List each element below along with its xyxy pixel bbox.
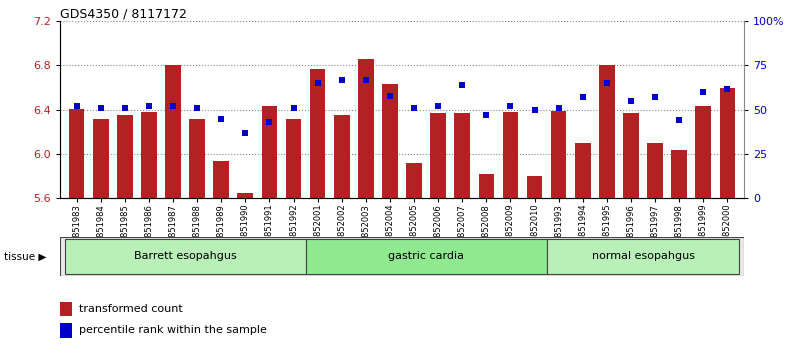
Bar bbox=[455, 113, 470, 198]
Bar bbox=[575, 143, 591, 198]
Point bbox=[287, 105, 300, 111]
Bar bbox=[189, 119, 205, 198]
Point bbox=[70, 103, 83, 109]
Bar bbox=[141, 112, 157, 198]
Bar bbox=[93, 119, 108, 198]
Bar bbox=[696, 107, 711, 198]
Point bbox=[721, 86, 734, 91]
Bar bbox=[478, 174, 494, 198]
Point bbox=[142, 103, 155, 109]
Point bbox=[215, 116, 228, 121]
Bar bbox=[671, 149, 687, 198]
Text: gastric cardia: gastric cardia bbox=[388, 251, 464, 261]
Bar bbox=[310, 69, 326, 198]
Point bbox=[263, 119, 275, 125]
Text: Barrett esopahgus: Barrett esopahgus bbox=[134, 251, 236, 261]
Text: GDS4350 / 8117172: GDS4350 / 8117172 bbox=[60, 7, 186, 20]
Bar bbox=[286, 119, 302, 198]
Point bbox=[673, 118, 685, 123]
Point bbox=[311, 80, 324, 86]
Point bbox=[456, 82, 469, 88]
Bar bbox=[306, 239, 547, 274]
Bar bbox=[117, 115, 133, 198]
Bar bbox=[237, 193, 253, 198]
Bar bbox=[64, 239, 306, 274]
Bar bbox=[623, 113, 639, 198]
Text: tissue ▶: tissue ▶ bbox=[4, 252, 46, 262]
Point bbox=[600, 80, 613, 86]
Bar bbox=[551, 111, 567, 198]
Point bbox=[552, 105, 565, 111]
Bar bbox=[599, 65, 615, 198]
Bar bbox=[60, 323, 72, 338]
Point bbox=[431, 103, 444, 109]
Bar bbox=[431, 113, 446, 198]
Bar bbox=[68, 109, 84, 198]
Bar bbox=[262, 107, 277, 198]
Point bbox=[576, 95, 589, 100]
Point bbox=[625, 98, 638, 104]
Bar bbox=[60, 302, 72, 316]
Bar bbox=[334, 115, 349, 198]
Bar bbox=[213, 161, 229, 198]
Bar bbox=[720, 88, 736, 198]
Bar bbox=[406, 163, 422, 198]
Bar bbox=[358, 59, 373, 198]
Point bbox=[529, 107, 541, 113]
Text: percentile rank within the sample: percentile rank within the sample bbox=[79, 325, 267, 336]
Point bbox=[239, 130, 252, 136]
Point bbox=[649, 95, 661, 100]
Point bbox=[480, 112, 493, 118]
Bar bbox=[165, 65, 181, 198]
Point bbox=[335, 77, 348, 82]
Point bbox=[384, 93, 396, 98]
Bar bbox=[547, 239, 739, 274]
Point bbox=[191, 105, 204, 111]
Point bbox=[697, 89, 710, 95]
Point bbox=[166, 103, 179, 109]
Bar bbox=[382, 84, 398, 198]
Bar bbox=[502, 112, 518, 198]
Point bbox=[408, 105, 420, 111]
Text: normal esopahgus: normal esopahgus bbox=[591, 251, 695, 261]
Bar bbox=[647, 143, 663, 198]
Point bbox=[119, 105, 131, 111]
Text: transformed count: transformed count bbox=[79, 304, 182, 314]
Point bbox=[360, 77, 373, 82]
Bar bbox=[527, 176, 542, 198]
Point bbox=[94, 105, 107, 111]
Point bbox=[504, 103, 517, 109]
